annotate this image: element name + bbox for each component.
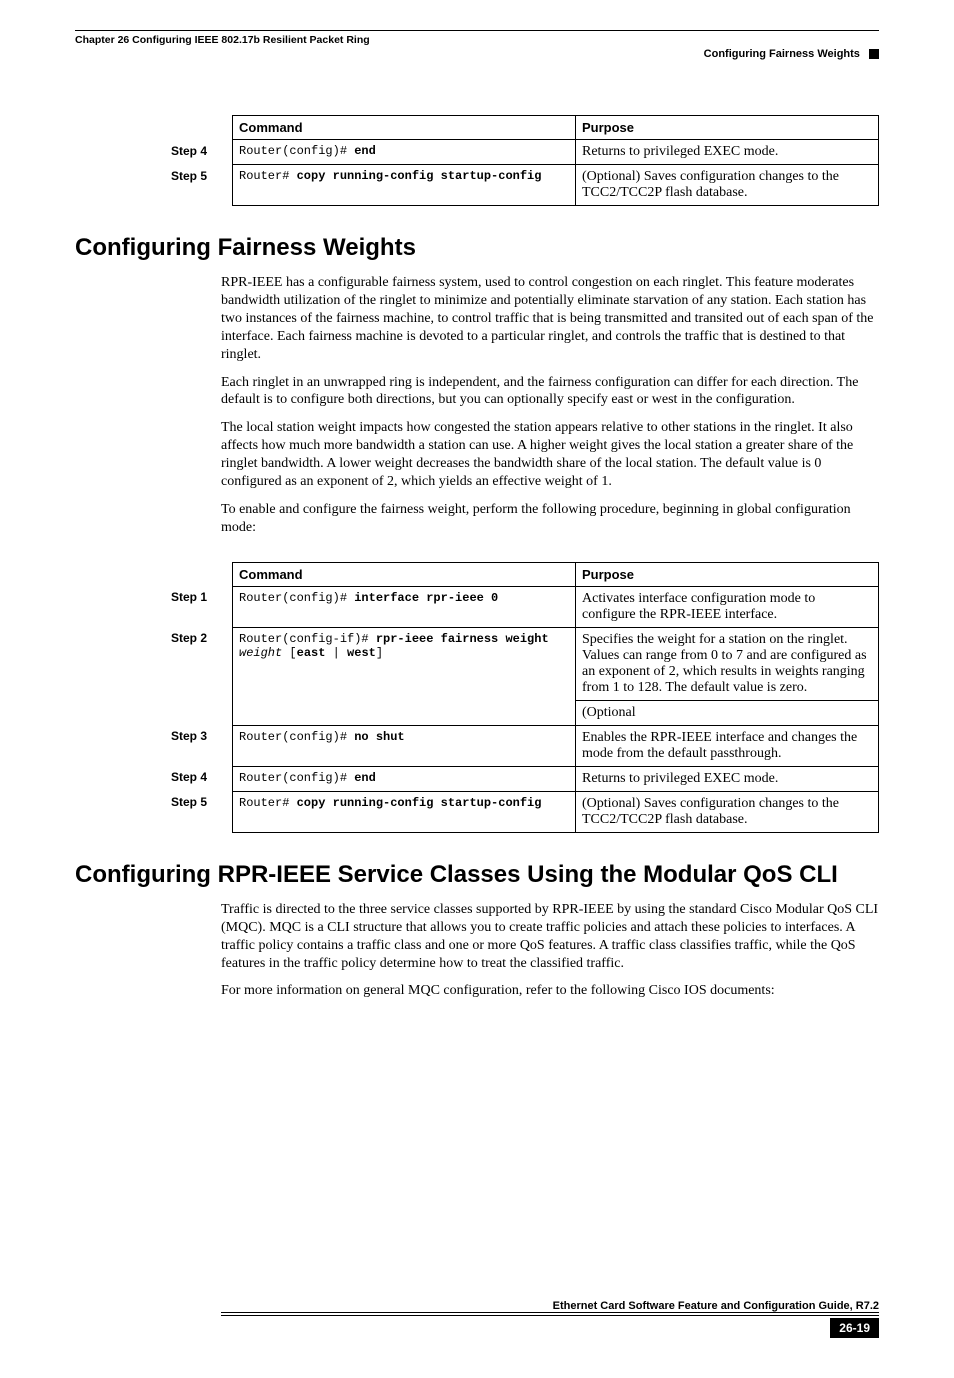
- col-purpose: Purpose: [576, 562, 879, 586]
- table-row: Step 3 Router(config)# no shut Enables t…: [165, 725, 879, 766]
- step-header-blank: [165, 116, 233, 140]
- step-label: Step 4: [165, 140, 233, 165]
- table-header-row: Command Purpose: [165, 116, 879, 140]
- purpose-cell: Returns to privileged EXEC mode.: [576, 140, 879, 165]
- table-row: Step 4 Router(config)# end Returns to pr…: [165, 766, 879, 791]
- table-row: Step 5 Router# copy running-config start…: [165, 791, 879, 832]
- para: To enable and configure the fairness wei…: [221, 501, 879, 537]
- step-label: Step 5: [165, 165, 233, 206]
- command-cell: Router(config-if)# rpr-ieee fairness wei…: [233, 627, 576, 725]
- col-command: Command: [233, 116, 576, 140]
- para: Each ringlet in an unwrapped ring is ind…: [221, 374, 879, 410]
- purpose-cell: (Optional) Saves configuration changes t…: [576, 791, 879, 832]
- purpose-cell: Enables the RPR-IEEE interface and chang…: [576, 725, 879, 766]
- purpose-cell: Activates interface configuration mode t…: [576, 586, 879, 627]
- command-cell: Router(config)# end: [233, 140, 576, 165]
- step-label: Step 4: [165, 766, 233, 791]
- section-title-fairness: Configuring Fairness Weights: [75, 234, 879, 262]
- command-cell: Router# copy running-config startup-conf…: [233, 165, 576, 206]
- table-header-row: Command Purpose: [165, 562, 879, 586]
- para: RPR-IEEE has a configurable fairness sys…: [221, 274, 879, 364]
- step-label: Step 5: [165, 791, 233, 832]
- purpose-cell: (Optional: [576, 700, 879, 725]
- command-cell: Router(config)# interface rpr-ieee 0: [233, 586, 576, 627]
- step-header-blank: [165, 562, 233, 586]
- step-label: Step 3: [165, 725, 233, 766]
- command-table-main: Command Purpose Step 1 Router(config)# i…: [165, 562, 879, 833]
- command-cell: Router(config)# end: [233, 766, 576, 791]
- command-table-top: Command Purpose Step 4 Router(config)# e…: [165, 115, 879, 206]
- col-purpose: Purpose: [576, 116, 879, 140]
- chapter-header: Chapter 26 Configuring IEEE 802.17b Resi…: [75, 34, 879, 46]
- section-header-right: Configuring Fairness Weights: [704, 48, 860, 60]
- purpose-cell: Returns to privileged EXEC mode.: [576, 766, 879, 791]
- section-marker-icon: [869, 49, 879, 59]
- section-title-qos: Configuring RPR-IEEE Service Classes Usi…: [75, 861, 879, 889]
- col-command: Command: [233, 562, 576, 586]
- page-footer: Ethernet Card Software Feature and Confi…: [75, 1300, 879, 1338]
- para: The local station weight impacts how con…: [221, 419, 879, 491]
- page-number: 26-19: [830, 1318, 879, 1338]
- table-row: Step 2 Router(config-if)# rpr-ieee fairn…: [165, 627, 879, 700]
- table-row: Step 1 Router(config)# interface rpr-iee…: [165, 586, 879, 627]
- table-row: Step 4 Router(config)# end Returns to pr…: [165, 140, 879, 165]
- command-cell: Router# copy running-config startup-conf…: [233, 791, 576, 832]
- command-cell: Router(config)# no shut: [233, 725, 576, 766]
- para: Traffic is directed to the three service…: [221, 901, 879, 973]
- step-label: Step 2: [165, 627, 233, 725]
- table-row: Step 5 Router# copy running-config start…: [165, 165, 879, 206]
- para: For more information on general MQC conf…: [221, 982, 879, 1000]
- step-label: Step 1: [165, 586, 233, 627]
- purpose-cell: Specifies the weight for a station on th…: [576, 627, 879, 700]
- purpose-cell: (Optional) Saves configuration changes t…: [576, 165, 879, 206]
- footer-guide-title: Ethernet Card Software Feature and Confi…: [75, 1300, 879, 1312]
